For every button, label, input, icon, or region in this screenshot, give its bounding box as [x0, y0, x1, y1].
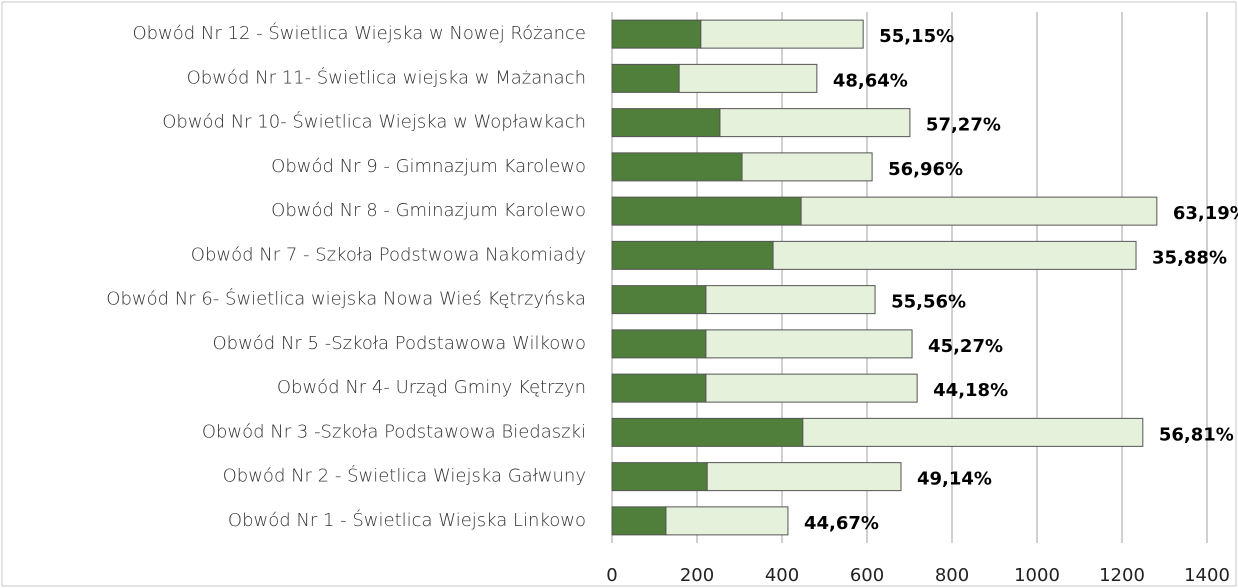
bar-segment	[772, 240, 1137, 270]
x-tick-label: 1200	[1099, 565, 1145, 586]
category-label: Obwód Nr 2 - Świetlica Wiejska Gałwuny	[223, 465, 586, 487]
bar-label: 48,64%	[833, 70, 908, 91]
bar-label: 44,18%	[933, 380, 1008, 401]
bar-segment	[665, 506, 789, 536]
bar-segment	[611, 506, 667, 536]
category-label: Obwód Nr 11- Świetlica wiejska w Mażanac…	[187, 66, 586, 88]
bar-segment	[705, 285, 876, 315]
category-label: Obwód Nr 3 -Szkoła Podstawowa Biedaszki	[202, 421, 586, 442]
category-label: Obwód Nr 8 - Gminazjum Karolewo	[271, 200, 586, 221]
category-label: Obwód Nr 6- Świetlica wiejska Nowa Wieś …	[106, 288, 586, 310]
bar-segment	[611, 329, 707, 359]
bar-label: 63,19%	[1173, 203, 1238, 224]
category-label: Obwód Nr 10- Świetlica Wiejska w Wopławk…	[162, 111, 586, 133]
x-tick-label: 400	[765, 565, 799, 586]
bar-segment	[611, 196, 802, 226]
bar-segment	[611, 108, 721, 138]
bar-segment	[611, 417, 804, 447]
bar-label: 55,15%	[879, 26, 954, 47]
bar-label: 55,56%	[891, 292, 966, 313]
bar-segment	[800, 196, 1158, 226]
bar-segment	[611, 373, 707, 403]
category-label: Obwód Nr 7 - Szkoła Podstwowa Nakomiady	[191, 244, 586, 265]
x-tick-label: 600	[850, 565, 884, 586]
x-tick-label: 0	[606, 565, 617, 586]
category-label: Obwód Nr 12 - Świetlica Wiejska w Nowej …	[132, 22, 586, 44]
bar-segment	[611, 240, 774, 270]
bar-segment	[741, 152, 873, 182]
bar-segment	[611, 152, 743, 182]
bar-label: 45,27%	[928, 336, 1003, 357]
bar-segment	[700, 19, 864, 49]
category-label: Obwód Nr 5 -Szkoła Podstawowa Wilkowo	[212, 333, 586, 354]
bar-segment	[678, 63, 818, 93]
bar-segment	[705, 329, 913, 359]
x-tick-label: 1000	[1014, 565, 1060, 586]
category-label: Obwód Nr 9 - Gimnazjum Karolewo	[271, 156, 586, 177]
bar-segment	[611, 63, 680, 93]
bar-label: 44,67%	[804, 513, 879, 534]
x-tick-label: 200	[680, 565, 714, 586]
x-tick-label: 1400	[1184, 565, 1230, 586]
bar-segment	[705, 373, 918, 403]
bar-segment	[611, 285, 707, 315]
category-label: Obwód Nr 1 - Świetlica Wiejska Linkowo	[228, 509, 586, 531]
bar-label: 57,27%	[926, 115, 1001, 136]
bar-label: 49,14%	[917, 469, 992, 490]
category-label: Obwód Nr 4- Urząd Gminy Kętrzyn	[277, 377, 586, 398]
x-tick-label: 800	[935, 565, 969, 586]
bar-segment	[706, 462, 902, 492]
bar-label: 35,88%	[1152, 247, 1227, 268]
bar-segment	[611, 19, 702, 49]
bar-segment	[611, 462, 708, 492]
bar-label: 56,81%	[1159, 424, 1234, 445]
bar-segment	[719, 108, 911, 138]
bar-segment	[802, 417, 1144, 447]
bar-label: 56,96%	[888, 159, 963, 180]
